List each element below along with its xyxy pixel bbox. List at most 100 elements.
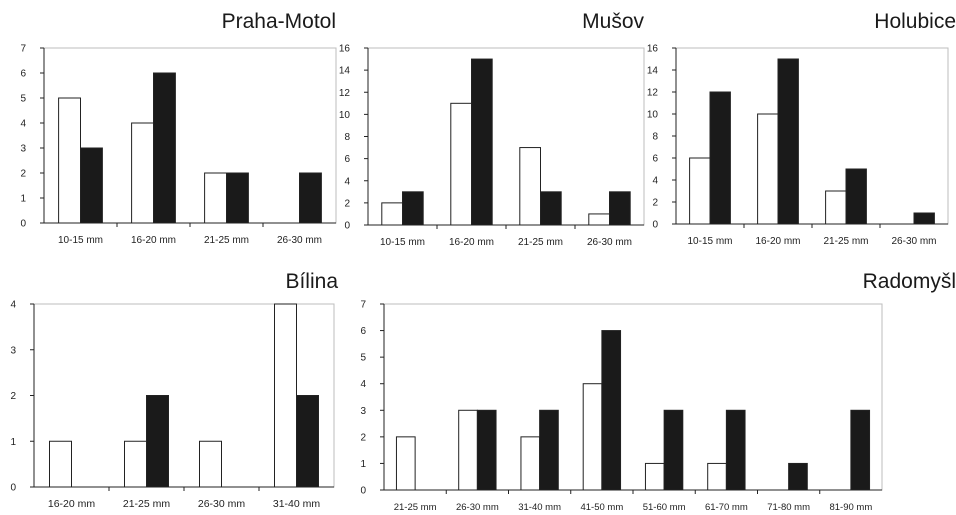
bar-dark bbox=[725, 409, 746, 491]
x-tick-label: 10-15 mm bbox=[687, 236, 732, 247]
y-tick-label: 2 bbox=[344, 198, 350, 209]
x-tick-label: 41-50 mm bbox=[580, 502, 623, 513]
y-tick-label: 8 bbox=[652, 132, 658, 143]
y-tick-label: 6 bbox=[360, 326, 366, 337]
bar-light bbox=[395, 436, 416, 491]
y-tick-label: 4 bbox=[360, 379, 366, 390]
bar-light bbox=[825, 190, 847, 225]
y-tick-label: 4 bbox=[10, 300, 16, 311]
bar-light bbox=[381, 202, 403, 226]
bar-light bbox=[582, 383, 603, 491]
bar-dark bbox=[402, 191, 424, 226]
x-tick-label: 16-20 mm bbox=[131, 235, 176, 246]
chart-holubice: Holubice 0 2 4 6 8 10 12 14 16 10-15 mm 16-20 mm 21… bbox=[640, 0, 956, 260]
y-tick-label: 3 bbox=[360, 406, 366, 417]
bar-light bbox=[274, 303, 297, 488]
x-tick-label: 51-60 mm bbox=[643, 502, 686, 513]
x-tick-label: 26-30 mm bbox=[198, 498, 246, 510]
x-tick-label: 21-25 mm bbox=[394, 502, 437, 513]
x-tick-label: 26-30 mm bbox=[891, 236, 936, 247]
bar-dark bbox=[540, 191, 562, 226]
y-tick-label: 10 bbox=[339, 110, 351, 121]
x-tick-label: 61-70 mm bbox=[705, 502, 748, 513]
bar-light bbox=[49, 440, 72, 488]
chart-radomysl: Radomyšl 0 1 2 3 4 5 6 7 21-25 mm 26-30 mm 31-40 m… bbox=[350, 258, 956, 515]
x-tick-label: 26-30 mm bbox=[277, 235, 322, 246]
y-tick-label: 2 bbox=[20, 169, 26, 180]
chart-svg: 0 1 2 3 4 16-20 mm 21-25 mm 26-30 mm 31-40 mm bbox=[10, 300, 335, 510]
x-tick-label: 81-90 mm bbox=[829, 502, 872, 513]
bar-light bbox=[204, 172, 228, 224]
bar-light bbox=[199, 440, 222, 488]
chart-title: Bílina bbox=[285, 270, 338, 293]
x-tick-label: 71-80 mm bbox=[767, 502, 810, 513]
y-tick-label: 0 bbox=[10, 483, 16, 494]
bar-dark bbox=[299, 172, 322, 224]
y-tick-label: 0 bbox=[652, 220, 658, 231]
y-tick-label: 1 bbox=[360, 459, 366, 470]
bar-dark bbox=[709, 91, 731, 225]
x-tick-label: 16-20 mm bbox=[449, 237, 494, 248]
bar-dark bbox=[777, 58, 799, 225]
x-tick-label: 26-30 mm bbox=[587, 237, 632, 248]
y-tick-label: 8 bbox=[344, 132, 350, 143]
x-tick-label: 16-20 mm bbox=[755, 236, 800, 247]
bar-light bbox=[458, 409, 478, 491]
y-tick-label: 2 bbox=[360, 432, 366, 443]
chart-title: Praha-Motol bbox=[221, 10, 336, 33]
chart-musov: Mušov 0 2 4 6 8 10 12 14 16 10-15 mm 16-20 mm 21-25… bbox=[328, 0, 648, 260]
chart-title: Radomyšl bbox=[862, 270, 956, 293]
y-tick-label: 3 bbox=[20, 144, 26, 155]
bar-light bbox=[520, 436, 541, 491]
chart-svg: 0 1 2 3 4 5 6 7 21-25 mm 26-30 mm 31-40 mm 41-50 mm… bbox=[360, 300, 883, 513]
chart-svg: 0 2 4 6 8 10 12 14 16 10-15 mm 16-20 mm 21-25 mm 26-… bbox=[339, 44, 645, 248]
y-tick-label: 1 bbox=[20, 194, 26, 205]
bar-light bbox=[757, 113, 779, 225]
bar-dark bbox=[471, 58, 493, 226]
y-tick-label: 6 bbox=[344, 154, 350, 165]
bar-dark bbox=[296, 395, 319, 488]
chart-svg: 0 1 2 3 4 5 6 7 10-15 mm 16-20 mm 21-25 mm 26-30 mm bbox=[20, 44, 337, 246]
chart-bilina: Bílina 0 1 2 3 4 16-20 mm 21-25 mm 26-30 mm 31-4… bbox=[0, 258, 342, 515]
y-tick-label: 4 bbox=[652, 176, 658, 187]
chart-title: Mušov bbox=[582, 10, 644, 33]
y-tick-label: 16 bbox=[339, 44, 351, 55]
y-tick-label: 14 bbox=[647, 66, 659, 77]
bar-dark bbox=[539, 409, 559, 491]
x-tick-label: 26-30 mm bbox=[456, 502, 499, 513]
bar-dark bbox=[153, 72, 176, 224]
x-tick-label: 16-20 mm bbox=[48, 498, 96, 510]
y-tick-label: 0 bbox=[20, 219, 26, 230]
chart-svg: 0 2 4 6 8 10 12 14 16 10-15 mm 16-20 mm 21-25 mm 26-… bbox=[647, 44, 949, 247]
bar-dark bbox=[609, 191, 631, 226]
y-tick-label: 6 bbox=[20, 69, 26, 80]
y-tick-label: 6 bbox=[652, 154, 658, 165]
x-tick-label: 21-25 mm bbox=[204, 235, 249, 246]
x-tick-label: 21-25 mm bbox=[518, 237, 563, 248]
bar-light bbox=[707, 462, 727, 491]
y-tick-label: 5 bbox=[360, 353, 366, 364]
bar-light bbox=[124, 440, 147, 488]
y-tick-label: 4 bbox=[344, 176, 350, 187]
bar-light bbox=[131, 122, 155, 224]
bar-dark bbox=[226, 172, 249, 224]
y-tick-label: 0 bbox=[360, 486, 366, 497]
y-tick-label: 2 bbox=[652, 198, 658, 209]
bar-dark bbox=[850, 409, 871, 491]
y-tick-label: 12 bbox=[339, 88, 351, 99]
y-tick-label: 1 bbox=[10, 437, 16, 448]
y-tick-label: 5 bbox=[20, 94, 26, 105]
bar-light bbox=[450, 102, 473, 226]
y-tick-label: 4 bbox=[20, 119, 26, 130]
y-tick-label: 3 bbox=[10, 345, 16, 356]
y-tick-label: 14 bbox=[339, 66, 351, 77]
bar-dark bbox=[146, 395, 169, 488]
x-tick-label: 10-15 mm bbox=[58, 235, 103, 246]
bar-dark bbox=[845, 168, 867, 225]
y-tick-label: 10 bbox=[647, 110, 659, 121]
bar-light bbox=[644, 462, 665, 491]
bar-dark bbox=[601, 330, 622, 491]
bar-dark bbox=[663, 409, 684, 491]
bar-dark bbox=[476, 409, 497, 491]
y-tick-label: 7 bbox=[20, 44, 26, 55]
